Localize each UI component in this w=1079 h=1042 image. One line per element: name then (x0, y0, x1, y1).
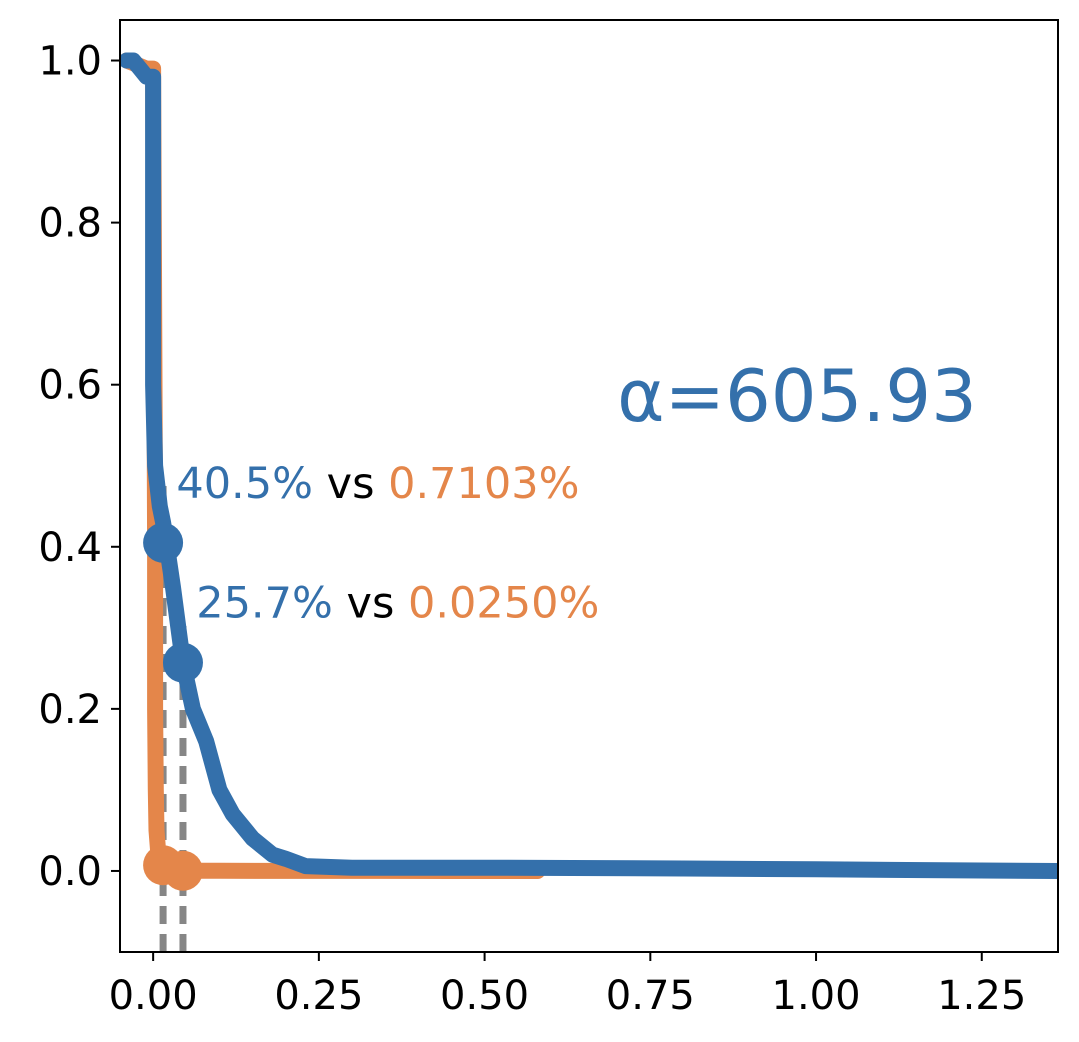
x-tick-label-3: 0.50 (440, 973, 529, 1019)
series-line-2 (120, 52, 1058, 879)
y-axis: 0.0 0.2 0.4 0.6 0.8 1.0 (38, 39, 120, 895)
y-tick-label-2: 0.2 (38, 687, 102, 733)
point-markers (143, 522, 203, 891)
point-marker-4 (162, 850, 203, 891)
x-tick-label-6: 1.25 (937, 973, 1026, 1019)
annotation-2-part-1: 25.7% (196, 578, 333, 628)
plot-frame (119, 19, 1059, 953)
annotation-1-part-3: 0.7103% (388, 459, 579, 509)
y-tick-label-4: 0.6 (38, 363, 102, 409)
x-tick-label-1: 0.00 (109, 973, 198, 1019)
point-marker-2 (162, 642, 203, 683)
annotation-2-part-2: vs (333, 578, 408, 628)
y-tick-label-5: 0.8 (38, 201, 102, 247)
annotation-1-part-2: vs (313, 459, 388, 509)
y-tick-label-6: 1.0 (38, 39, 102, 85)
y-tick-label-3: 0.4 (38, 525, 102, 571)
annotation-1: 40.5% vs 0.7103% (176, 459, 579, 509)
annotations: 40.5% vs 0.7103% 25.7% vs 0.0250% α=605.93 (176, 354, 977, 628)
x-tick-label-5: 1.00 (772, 973, 861, 1019)
annotation-1-part-1: 40.5% (176, 459, 313, 509)
x-axis: 0.00 0.25 0.50 0.75 1.00 1.25 (109, 952, 1026, 1019)
x-tick-label-4: 0.75 (606, 973, 695, 1019)
point-marker-1 (143, 522, 184, 563)
x-tick-label-2: 0.25 (274, 973, 363, 1019)
annotation-2: 25.7% vs 0.0250% (196, 578, 599, 628)
alpha-label: α=605.93 (617, 354, 977, 438)
y-tick-label-1: 0.0 (38, 849, 102, 895)
annotation-2-part-3: 0.0250% (408, 578, 599, 628)
